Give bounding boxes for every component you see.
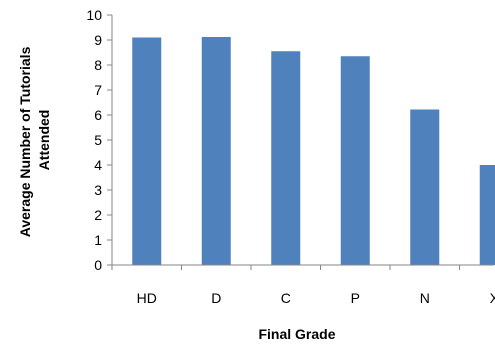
y-tick-label: 9 — [94, 32, 102, 48]
bar-d — [201, 37, 231, 265]
y-tick-label: 4 — [94, 157, 102, 173]
y-tick-label: 7 — [94, 82, 102, 98]
x-tick-label: N — [420, 290, 430, 306]
y-axis-title-line-1: Average Number of Tutorials — [17, 46, 33, 237]
x-axis-title: Final Grade — [258, 326, 335, 342]
y-tick-label: 10 — [86, 7, 102, 23]
x-tick-label: D — [211, 290, 221, 306]
x-tick-label: P — [351, 290, 360, 306]
y-tick-label: 5 — [94, 132, 102, 148]
y-tick-label: 1 — [94, 232, 102, 248]
bar-x — [479, 165, 495, 265]
y-ticks-group: 0 1 2 3 4 5 6 7 8 9 10 — [86, 7, 112, 273]
y-axis-title: Average Number of Tutorials Attended — [17, 43, 52, 237]
x-tick-label: X — [490, 290, 495, 306]
bars-group — [132, 37, 495, 265]
y-tick-label: 0 — [94, 257, 102, 273]
bar-n — [410, 109, 440, 265]
bar-p — [340, 56, 370, 265]
y-tick-label: 6 — [94, 107, 102, 123]
y-tick-label: 2 — [94, 207, 102, 223]
x-ticks-group: HD D C P N X — [111, 265, 495, 306]
x-tick-label: C — [281, 290, 291, 306]
bar-c — [271, 51, 301, 265]
y-tick-label: 3 — [94, 182, 102, 198]
y-tick-label: 8 — [94, 57, 102, 73]
y-axis-title-line-2: Attended — [36, 110, 52, 171]
bar-hd — [132, 37, 162, 265]
x-tick-label: HD — [137, 290, 157, 306]
